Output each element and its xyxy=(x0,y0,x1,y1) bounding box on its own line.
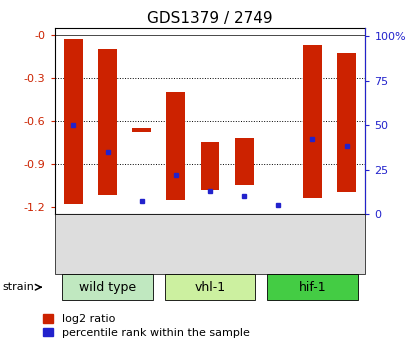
Text: vhl-1: vhl-1 xyxy=(194,281,226,294)
Text: wild type: wild type xyxy=(79,281,136,294)
Bar xyxy=(201,142,219,189)
Bar xyxy=(64,39,83,204)
Bar xyxy=(98,49,117,195)
Bar xyxy=(166,92,185,199)
Bar xyxy=(337,53,356,193)
Bar xyxy=(303,45,322,198)
Bar xyxy=(235,138,254,185)
Legend: log2 ratio, percentile rank within the sample: log2 ratio, percentile rank within the s… xyxy=(43,314,250,338)
Title: GDS1379 / 2749: GDS1379 / 2749 xyxy=(147,11,273,27)
Text: hif-1: hif-1 xyxy=(299,281,326,294)
Bar xyxy=(132,128,151,132)
Text: strain: strain xyxy=(2,282,34,292)
